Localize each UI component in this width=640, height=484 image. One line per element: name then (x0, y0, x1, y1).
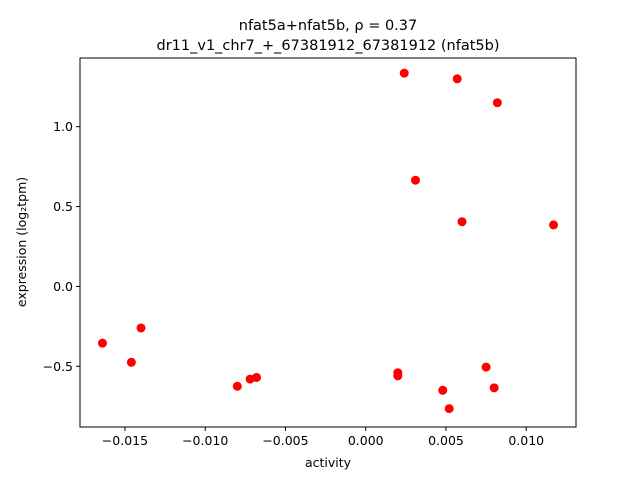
x-tick-label: 0.000 (348, 433, 384, 448)
data-point (410, 175, 420, 185)
data-point (457, 217, 467, 227)
y-tick-label: 0.0 (53, 279, 73, 294)
chart-title-line1: nfat5a+nfat5b, ρ = 0.37 (239, 18, 418, 34)
x-ticks: −0.015 −0.010 −0.005 0.000 0.005 0.010 (102, 427, 544, 448)
data-point (492, 98, 502, 108)
data-point (399, 68, 409, 78)
data-point (549, 220, 559, 230)
data-point (444, 404, 454, 414)
chart-title-line2: dr11_v1_chr7_+_67381912_67381912 (nfat5b… (157, 38, 500, 54)
x-tick-label: −0.015 (102, 433, 148, 448)
y-ticks: −0.5 0.0 0.5 1.0 (43, 119, 80, 374)
x-tick-label: 0.005 (428, 433, 464, 448)
data-point (393, 371, 403, 381)
x-axis-label: activity (305, 455, 352, 470)
y-axis-label: expression (log₂tpm) (14, 177, 29, 307)
x-tick-label: −0.005 (262, 433, 308, 448)
y-tick-label: 0.5 (53, 199, 73, 214)
data-point (438, 385, 448, 395)
data-point (97, 338, 107, 348)
x-tick-label: −0.010 (182, 433, 228, 448)
plot-area-frame (79, 57, 577, 428)
data-point (452, 74, 462, 84)
data-point (136, 323, 146, 333)
data-point (252, 372, 262, 382)
x-tick-label: 0.010 (508, 433, 544, 448)
y-tick-label: 1.0 (53, 119, 73, 134)
data-point (489, 383, 499, 393)
data-point (126, 357, 136, 367)
points-layer (97, 68, 559, 414)
data-point (481, 362, 491, 372)
y-tick-label: −0.5 (43, 359, 73, 374)
data-point (232, 381, 242, 391)
